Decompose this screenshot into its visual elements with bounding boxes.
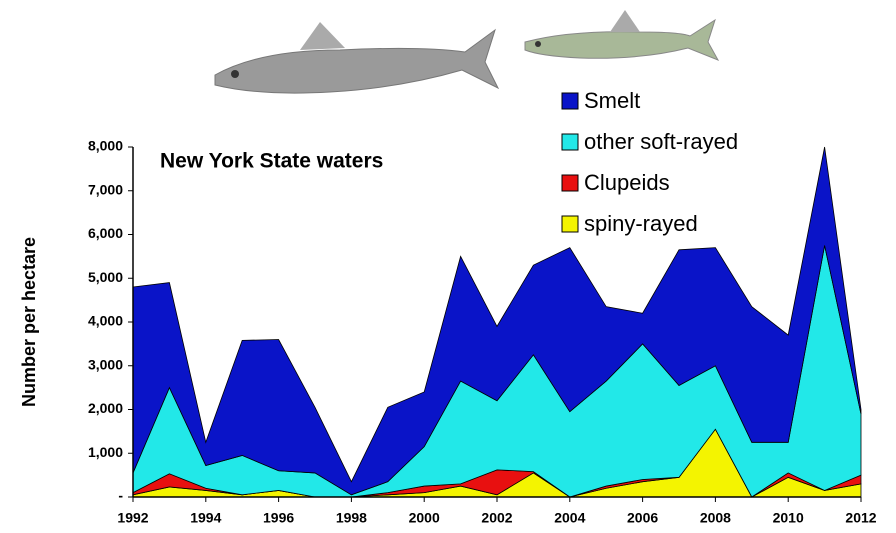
x-tick-label: 2008 xyxy=(700,510,731,526)
x-tick-label: 2000 xyxy=(409,510,440,526)
legend-label: Smelt xyxy=(584,88,640,113)
y-tick-label: 2,000 xyxy=(88,400,123,416)
legend-swatch xyxy=(561,133,579,151)
legend-swatch xyxy=(561,174,579,192)
x-tick-label: 1998 xyxy=(336,510,367,526)
y-tick-label: 6,000 xyxy=(88,225,123,241)
y-tick-label: 4,000 xyxy=(88,313,123,329)
x-tick-label: 2010 xyxy=(773,510,804,526)
x-tick-label: 2002 xyxy=(481,510,512,526)
y-tick-label: - xyxy=(118,488,123,504)
y-tick-label: 3,000 xyxy=(88,356,123,372)
x-tick-label: 1996 xyxy=(263,510,294,526)
legend-swatch xyxy=(561,215,579,233)
y-tick-label: 1,000 xyxy=(88,444,123,460)
legend-label: other soft-rayed xyxy=(584,129,738,154)
x-tick-label: 2006 xyxy=(627,510,658,526)
legend-label: Clupeids xyxy=(584,170,670,195)
fish-illustration xyxy=(214,10,720,94)
area xyxy=(132,146,862,496)
x-tick-label: 2012 xyxy=(845,510,876,526)
y-tick-label: 7,000 xyxy=(88,181,123,197)
x-tick-label: 2004 xyxy=(554,510,585,526)
chart-title: New York State waters xyxy=(160,150,383,173)
x-tick-label: 1994 xyxy=(190,510,221,526)
y-axis-label: Number per hectare xyxy=(19,237,39,407)
y-tick-label: 5,000 xyxy=(88,269,123,285)
y-tick-label: 8,000 xyxy=(88,138,123,154)
legend-swatch xyxy=(561,92,579,110)
legend-label: spiny-rayed xyxy=(584,211,698,236)
x-tick-label: 1992 xyxy=(117,510,148,526)
